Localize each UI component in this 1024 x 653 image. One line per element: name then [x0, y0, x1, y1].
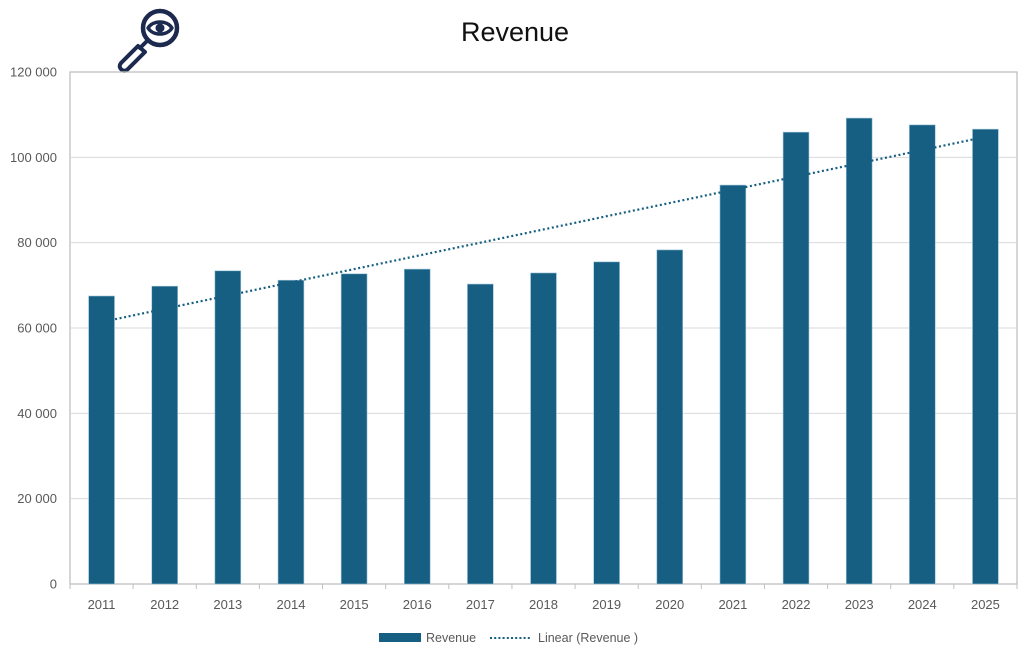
x-tick-label: 2016 [403, 597, 432, 612]
bar [909, 124, 936, 585]
y-tick-label: 40 000 [17, 406, 57, 421]
bar-series-revenue [88, 117, 999, 585]
x-tick-label: 2014 [277, 597, 306, 612]
bar [214, 270, 242, 585]
x-tick-label: 2013 [213, 597, 242, 612]
x-tick-label: 2023 [845, 597, 874, 612]
bar [782, 131, 810, 585]
legend-label-revenue: Revenue [426, 631, 476, 645]
x-tick-label: 2025 [971, 597, 1000, 612]
bar [845, 117, 873, 585]
bar [593, 261, 620, 585]
bar [277, 279, 305, 585]
bar [467, 283, 494, 585]
legend-swatch-revenue [379, 633, 421, 642]
bar [340, 273, 368, 585]
y-axis: 0 20 000 40 000 60 000 80 000 100 000 120 000 [10, 65, 57, 592]
bar [656, 249, 684, 585]
magnifier-eye-icon [108, 6, 188, 74]
trendline-linear [101, 135, 986, 324]
x-tick-label: 2022 [782, 597, 811, 612]
x-tick-label: 2017 [466, 597, 495, 612]
bar [88, 295, 115, 585]
legend: Revenue Linear (Revenue ) [379, 631, 638, 645]
y-tick-label: 100 000 [10, 150, 57, 165]
bar [151, 285, 178, 585]
y-tick-label: 60 000 [17, 321, 57, 336]
x-tick-label: 2015 [340, 597, 369, 612]
bar [403, 268, 431, 585]
x-axis: 2011 2012 2013 2014 2015 2016 2017 2018 2019 2020… [69, 584, 1018, 612]
legend-label-trendline: Linear (Revenue ) [538, 631, 638, 645]
chart-title: Revenue [461, 17, 569, 47]
x-tick-label: 2019 [592, 597, 621, 612]
x-tick-label: 2012 [150, 597, 179, 612]
x-tick-label: 2020 [655, 597, 684, 612]
x-tick-label: 2021 [718, 597, 747, 612]
x-tick-label: 2024 [908, 597, 937, 612]
trendline-series [101, 135, 986, 324]
y-tick-label: 0 [50, 577, 57, 592]
x-tick-label: 2018 [529, 597, 558, 612]
bar [719, 184, 747, 585]
y-tick-label: 20 000 [17, 491, 57, 506]
bar [972, 128, 999, 585]
x-tick-label: 2011 [88, 597, 116, 612]
y-tick-label: 120 000 [10, 65, 57, 80]
y-tick-label: 80 000 [17, 235, 57, 250]
bar [530, 272, 557, 585]
